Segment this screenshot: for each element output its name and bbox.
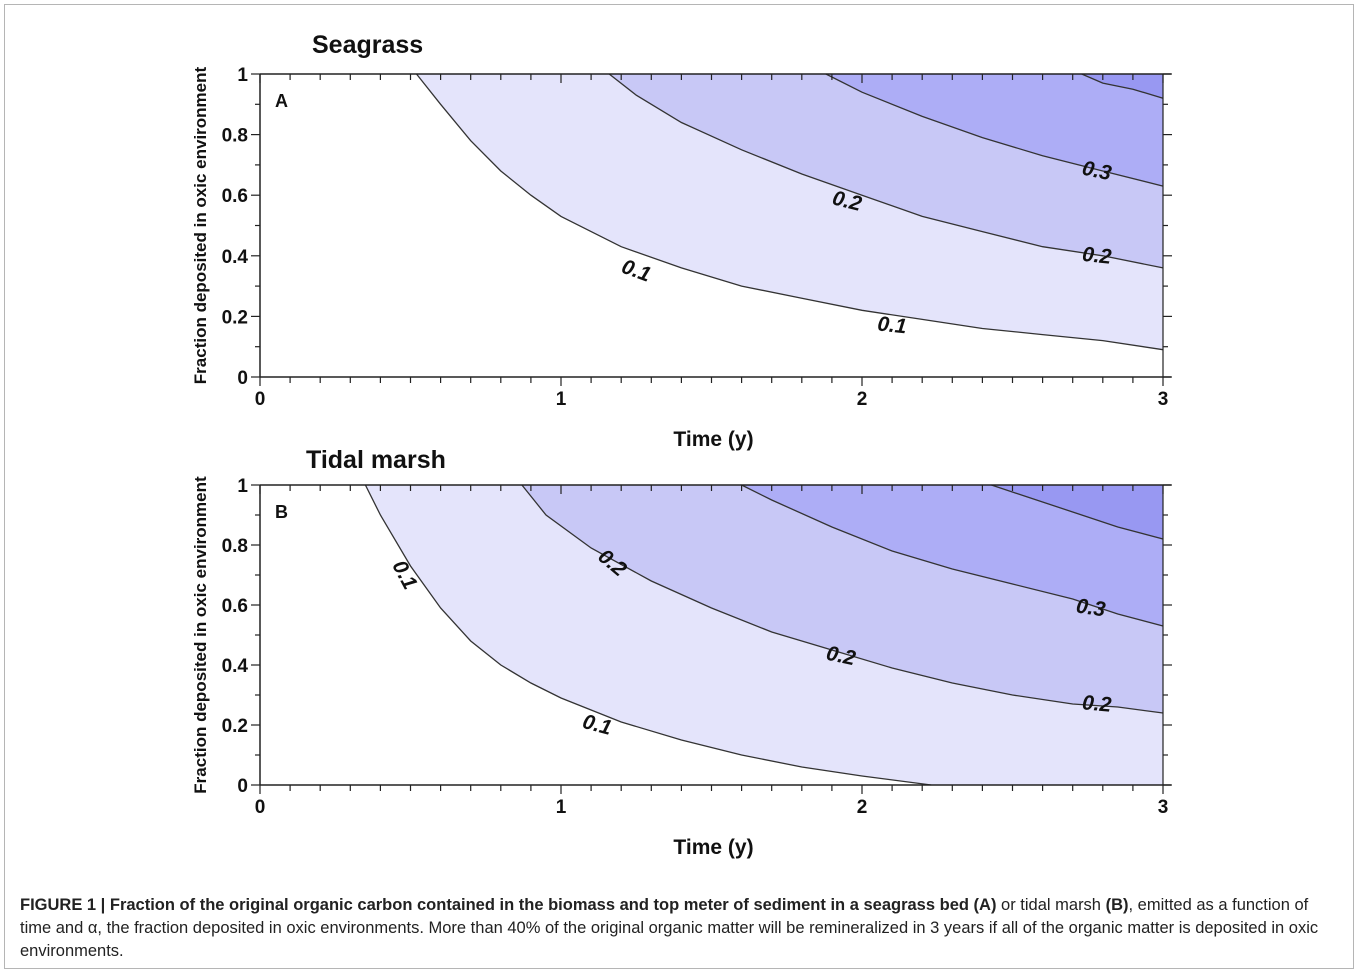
panel-a-band-3 (825, 74, 1163, 187)
panel-b-x-tick-label: 3 (1158, 797, 1169, 818)
panel-b-y-tick-label: 1 (237, 476, 248, 497)
caption-label: FIGURE 1 | Fraction of the original orga… (20, 896, 997, 914)
panel-a-y-tick-label: 0.2 (222, 307, 248, 328)
figure-caption: FIGURE 1 | Fraction of the original orga… (20, 894, 1340, 963)
panel-b-band-4 (991, 485, 1163, 539)
panel-a-y-tick-label: 1 (237, 65, 248, 86)
panel-a-contour-line-0.3 (825, 73, 1164, 187)
panel-a-y-tick-label: 0 (237, 368, 248, 389)
panel-a-y-tick-label: 0.8 (222, 126, 248, 147)
caption-mid: or tidal marsh (996, 896, 1106, 914)
panel-b-contour-line-0.2 (521, 484, 1164, 714)
panel-b-contour-line-0.4 (991, 484, 1164, 540)
panel-a-contour-line-0.4 (1081, 73, 1164, 99)
panel-b-y-tick-label: 0.2 (222, 716, 248, 737)
panel-a-y-label: Fraction deposited in oxic environment (191, 66, 210, 384)
panel-a-contour-label-1: 0.1 (876, 313, 907, 339)
panel-b-y-tick-label: 0 (237, 776, 248, 797)
panel-a-contour-label-3: 0.2 (1081, 243, 1113, 269)
panel-a-x-tick-label: 0 (255, 389, 266, 410)
panel-b-y-tick-label: 0.6 (222, 596, 248, 617)
panel-a-band-4 (1081, 74, 1163, 99)
panel-b-contour-line-0.1 (364, 484, 932, 786)
panel-a-title: Seagrass (312, 31, 423, 59)
panel-b-y-label: Fraction deposited in oxic environment (191, 476, 210, 794)
panel-a-y-tick-label: 0.4 (222, 247, 249, 268)
caption-body: , emitted as a function of time and α, t… (20, 896, 1319, 960)
panel-b-x-tick-label: 1 (556, 797, 567, 818)
panel-b-title: Tidal marsh (306, 446, 446, 474)
panel-a-x-tick-label: 3 (1158, 389, 1169, 410)
panel-b-contour-label-4: 0.3 (1075, 595, 1107, 622)
panel-a-contour-line-0.1 (415, 73, 1164, 351)
panel-a-x-tick-label: 2 (857, 389, 868, 410)
panel-b-y-tick-label: 0.4 (222, 656, 249, 677)
panel-b-x-label: Time (y) (673, 836, 753, 859)
panel-b-panel-letter: B (275, 502, 288, 522)
panel-a-x-label: Time (y) (673, 428, 753, 451)
panel-a-contour-line-0.2 (608, 73, 1164, 269)
panel-a-x-tick-label: 1 (556, 389, 567, 410)
caption-b-ref: (B) (1105, 896, 1129, 914)
panel-b-contour-line-0.3 (741, 484, 1164, 627)
panel-b-contour-label-5: 0.2 (1081, 691, 1112, 716)
panel-b: 0.1 0.20.10.20.30.20 1 2 300.20.40.60.81BTid… (191, 446, 1172, 859)
panel-a-y-tick-label: 0.6 (222, 186, 248, 207)
panel-b-x-tick-label: 2 (857, 797, 868, 818)
panel-b-band-3 (741, 485, 1163, 626)
panel-b-y-tick-label: 0.8 (222, 536, 248, 557)
panel-a: 0.10.10.20.20.30 1 2 300.20.40.60.81ASeagra… (191, 31, 1172, 451)
panel-a-panel-letter: A (275, 91, 288, 111)
panel-b-x-tick-label: 0 (255, 797, 266, 818)
figure-svg: 0.10.10.20.20.30 1 2 300.20.40.60.81ASeagra… (191, 31, 1172, 859)
